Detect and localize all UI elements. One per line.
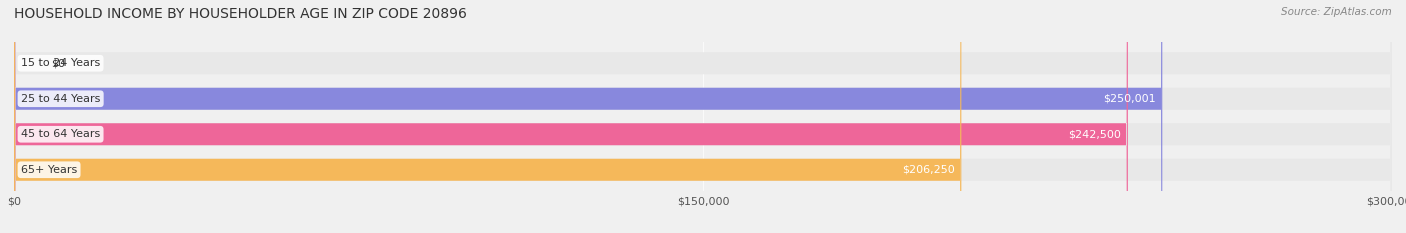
- FancyBboxPatch shape: [14, 0, 1163, 233]
- Text: $206,250: $206,250: [901, 165, 955, 175]
- Text: 65+ Years: 65+ Years: [21, 165, 77, 175]
- FancyBboxPatch shape: [14, 0, 1392, 233]
- Text: HOUSEHOLD INCOME BY HOUSEHOLDER AGE IN ZIP CODE 20896: HOUSEHOLD INCOME BY HOUSEHOLDER AGE IN Z…: [14, 7, 467, 21]
- Text: $250,001: $250,001: [1102, 94, 1156, 104]
- FancyBboxPatch shape: [14, 0, 1392, 233]
- Text: 45 to 64 Years: 45 to 64 Years: [21, 129, 100, 139]
- FancyBboxPatch shape: [14, 0, 1128, 233]
- FancyBboxPatch shape: [14, 0, 1392, 233]
- Text: Source: ZipAtlas.com: Source: ZipAtlas.com: [1281, 7, 1392, 17]
- Text: 15 to 24 Years: 15 to 24 Years: [21, 58, 100, 68]
- Text: 25 to 44 Years: 25 to 44 Years: [21, 94, 100, 104]
- Text: $0: $0: [51, 58, 65, 68]
- FancyBboxPatch shape: [14, 0, 962, 233]
- FancyBboxPatch shape: [14, 0, 1392, 233]
- Text: $242,500: $242,500: [1069, 129, 1121, 139]
